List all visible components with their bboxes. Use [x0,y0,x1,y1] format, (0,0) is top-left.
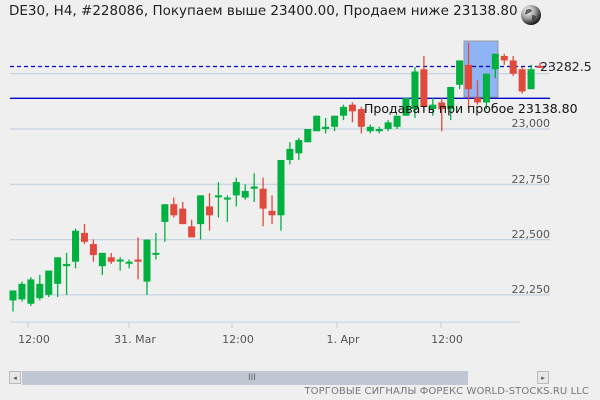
x-tick-label: 31. Mar [114,333,156,346]
candle [527,69,535,90]
candle [125,261,133,264]
globe-icon[interactable] [520,4,542,26]
sell-level-label: Продавать при пробое 23138.80 [364,101,578,116]
candle [223,197,231,200]
candle [402,98,410,116]
candle [393,115,401,127]
candle [36,283,44,299]
x-tick-label: 1. Apr [326,333,360,346]
candle [482,73,490,103]
candle [134,259,142,262]
candle [473,98,481,103]
candle [500,56,508,61]
chart-title: DE30, H4, #228086, Покупаем выше 23400.0… [9,3,518,19]
footer-credit: ТОРГОВЫЕ СИГНАЛЫ ФОРЕКС WORLD-STOCKS.RU … [304,386,589,397]
candle [411,71,419,110]
x-tick-label: 12:00 [18,333,50,346]
candle [339,106,347,116]
candle [18,283,26,300]
candle [375,129,383,132]
candle [250,186,258,189]
candle [161,204,169,222]
candle [518,69,526,92]
candle [509,60,517,74]
candle [27,279,35,304]
candle [322,126,330,129]
candle [116,259,124,262]
candle [384,122,392,129]
y-tick-label: 22,250 [511,283,551,296]
arrow-right-icon: ▸ [541,373,545,382]
candle [9,290,17,301]
y-tick-label: 22,750 [511,173,551,186]
candle [206,206,214,216]
candle [72,230,80,262]
candle [89,244,97,256]
candle [331,115,339,127]
candle [259,188,267,209]
candle [366,126,374,132]
candle [214,195,222,198]
grip-icon: III [248,373,256,383]
scroll-left-button[interactable]: ◂ [9,371,21,384]
candle [304,129,312,143]
candle [277,159,285,216]
candle [348,104,356,112]
candle [45,270,53,295]
candle [241,190,249,198]
candle [232,182,240,196]
y-tick-label: 22,500 [511,228,551,241]
x-tick-label: 12:00 [431,333,463,346]
candle [98,252,106,267]
candle [491,53,499,70]
candle [429,104,437,110]
candle [295,140,303,154]
candle [268,210,276,216]
x-tick-label: 12:00 [222,333,254,346]
candle [447,86,455,110]
scroll-right-button[interactable]: ▸ [537,371,549,384]
current-price-label: 23282.5 [540,59,592,74]
candle [170,204,178,216]
arrow-left-icon: ◂ [13,373,17,382]
scroll-thumb[interactable]: III [22,371,468,385]
y-tick-label: 23,000 [511,117,551,130]
candle [188,226,196,238]
candle [438,102,446,110]
candle [313,115,321,132]
candle [54,257,62,284]
candle [179,208,187,225]
candlestick-chart[interactable] [0,0,600,370]
horizontal-scrollbar[interactable]: ◂ III ▸ [9,371,549,385]
candle [80,232,88,242]
candle [286,148,294,160]
candle [63,263,71,267]
candle [107,257,115,262]
candle [357,109,365,127]
candle [536,65,544,68]
candle [197,195,205,225]
candle [465,64,473,90]
candle [152,252,160,255]
candle [143,239,151,282]
candle [420,69,428,107]
candle [456,60,464,85]
